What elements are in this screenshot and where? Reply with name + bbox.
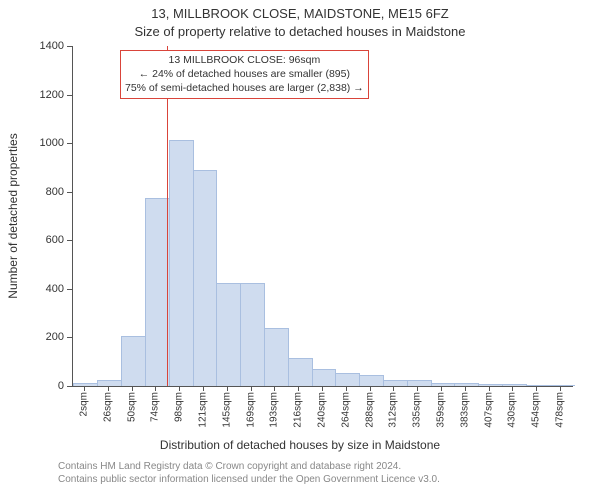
x-tick-label: 145sqm [221, 392, 232, 428]
histogram-bar [407, 380, 432, 386]
x-tick [393, 386, 394, 391]
x-tick [274, 386, 275, 391]
histogram-bar [121, 336, 146, 386]
x-tick-label: 2sqm [78, 392, 89, 416]
y-tick [67, 143, 72, 144]
y-tick-label: 600 [34, 234, 64, 246]
x-tick [179, 386, 180, 391]
x-tick [155, 386, 156, 391]
x-tick-label: 216sqm [293, 392, 304, 428]
callout-line: 13 MILLBROOK CLOSE: 96sqm [125, 53, 364, 67]
histogram-bar [335, 373, 360, 386]
x-tick [441, 386, 442, 391]
y-axis-label: Number of detached properties [6, 133, 20, 298]
chart-title-address: 13, MILLBROOK CLOSE, MAIDSTONE, ME15 6FZ [0, 6, 600, 21]
x-tick [203, 386, 204, 391]
x-tick [346, 386, 347, 391]
histogram-bar [240, 283, 265, 386]
y-tick-label: 1200 [34, 89, 64, 101]
y-tick [67, 46, 72, 47]
histogram-bar [502, 384, 527, 386]
x-tick-label: 478sqm [555, 392, 566, 428]
x-tick-label: 50sqm [126, 392, 137, 422]
x-tick [132, 386, 133, 391]
x-tick [489, 386, 490, 391]
histogram-bar [383, 380, 408, 386]
histogram-bar [73, 383, 98, 386]
y-tick-label: 400 [34, 283, 64, 295]
x-tick [536, 386, 537, 391]
x-tick [84, 386, 85, 391]
y-tick [67, 240, 72, 241]
x-tick-label: 312sqm [388, 392, 399, 428]
x-tick-label: 407sqm [483, 392, 494, 428]
y-tick-label: 1000 [34, 137, 64, 149]
histogram-bar [97, 380, 122, 386]
x-tick-label: 335sqm [412, 392, 423, 428]
y-tick-label: 200 [34, 331, 64, 343]
x-tick [251, 386, 252, 391]
x-tick-label: 98sqm [174, 392, 185, 422]
x-tick [512, 386, 513, 391]
y-tick-label: 1400 [34, 40, 64, 52]
footer-line-2: Contains public sector information licen… [58, 473, 440, 486]
histogram-bar [550, 385, 575, 386]
histogram-bar [216, 283, 241, 386]
property-callout: 13 MILLBROOK CLOSE: 96sqm← 24% of detach… [120, 50, 369, 99]
x-tick [227, 386, 228, 391]
y-tick-label: 0 [34, 380, 64, 392]
callout-line: 75% of semi-detached houses are larger (… [125, 81, 364, 95]
x-axis-label: Distribution of detached houses by size … [0, 438, 600, 452]
x-tick [417, 386, 418, 391]
histogram-bar [359, 375, 384, 386]
x-tick-label: 359sqm [436, 392, 447, 428]
x-tick-label: 74sqm [150, 392, 161, 422]
histogram-bar [431, 383, 456, 386]
x-tick-label: 240sqm [317, 392, 328, 428]
x-tick-label: 193sqm [269, 392, 280, 428]
x-tick-label: 169sqm [245, 392, 256, 428]
x-tick-label: 454sqm [531, 392, 542, 428]
x-tick-label: 121sqm [197, 392, 208, 428]
x-tick [108, 386, 109, 391]
chart-page: 13, MILLBROOK CLOSE, MAIDSTONE, ME15 6FZ… [0, 0, 600, 500]
x-tick-label: 26sqm [102, 392, 113, 422]
x-tick-label: 430sqm [507, 392, 518, 428]
y-tick [67, 192, 72, 193]
histogram-bar [145, 198, 170, 386]
histogram-bar [193, 170, 218, 386]
x-tick [560, 386, 561, 391]
x-tick-label: 383sqm [459, 392, 470, 428]
x-tick [322, 386, 323, 391]
histogram-bar [478, 384, 503, 386]
x-tick-label: 264sqm [340, 392, 351, 428]
histogram-bar [264, 328, 289, 386]
histogram-bar [454, 383, 479, 386]
x-tick [465, 386, 466, 391]
y-tick [67, 95, 72, 96]
callout-line: ← 24% of detached houses are smaller (89… [125, 67, 364, 81]
x-tick-label: 288sqm [364, 392, 375, 428]
histogram-bar [169, 140, 194, 386]
y-tick [67, 289, 72, 290]
footer-attribution: Contains HM Land Registry data © Crown c… [58, 460, 440, 486]
chart-subtitle: Size of property relative to detached ho… [0, 24, 600, 39]
footer-line-1: Contains HM Land Registry data © Crown c… [58, 460, 440, 473]
y-tick [67, 337, 72, 338]
y-tick-label: 800 [34, 186, 64, 198]
x-tick [370, 386, 371, 391]
histogram-bar [312, 369, 337, 386]
x-tick [298, 386, 299, 391]
histogram-bar [288, 358, 313, 386]
histogram-bar [526, 385, 551, 386]
y-tick [67, 386, 72, 387]
